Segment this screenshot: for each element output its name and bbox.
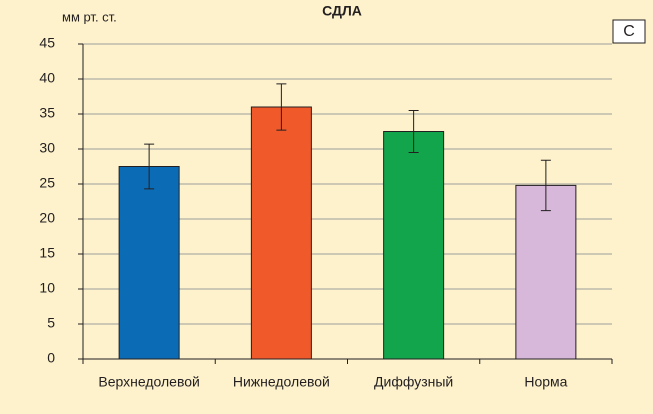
error-bar [408,110,419,153]
error-bar [540,159,551,212]
y-tick-label: 0 [47,350,55,366]
y-tick-label: 35 [39,105,55,121]
error-bar [276,83,287,131]
y-tick-label: 25 [39,175,55,191]
error-bar [144,143,155,190]
x-tick-label: Нижнедолевой [233,374,330,390]
x-tick-label: Норма [524,374,567,390]
chart-title: СДЛА [322,3,362,19]
y-tick-label: 15 [39,245,55,261]
bar [515,184,577,360]
y-tick-label: 10 [39,280,55,296]
y-tick-label: 45 [39,35,55,51]
panel-label-box [612,19,646,44]
y-axis-label: мм рт. ст. [62,9,117,24]
y-tick-label: 40 [39,70,55,86]
y-tick-label: 20 [39,210,55,226]
panel-label: С [623,23,635,40]
bar [118,166,180,360]
bar [250,106,312,360]
x-tick-label: Верхнедолевой [98,374,199,390]
y-tick-label: 5 [47,315,55,331]
x-tick-label: Диффузный [374,374,453,390]
bar [383,131,445,360]
y-tick-label: 30 [39,140,55,156]
